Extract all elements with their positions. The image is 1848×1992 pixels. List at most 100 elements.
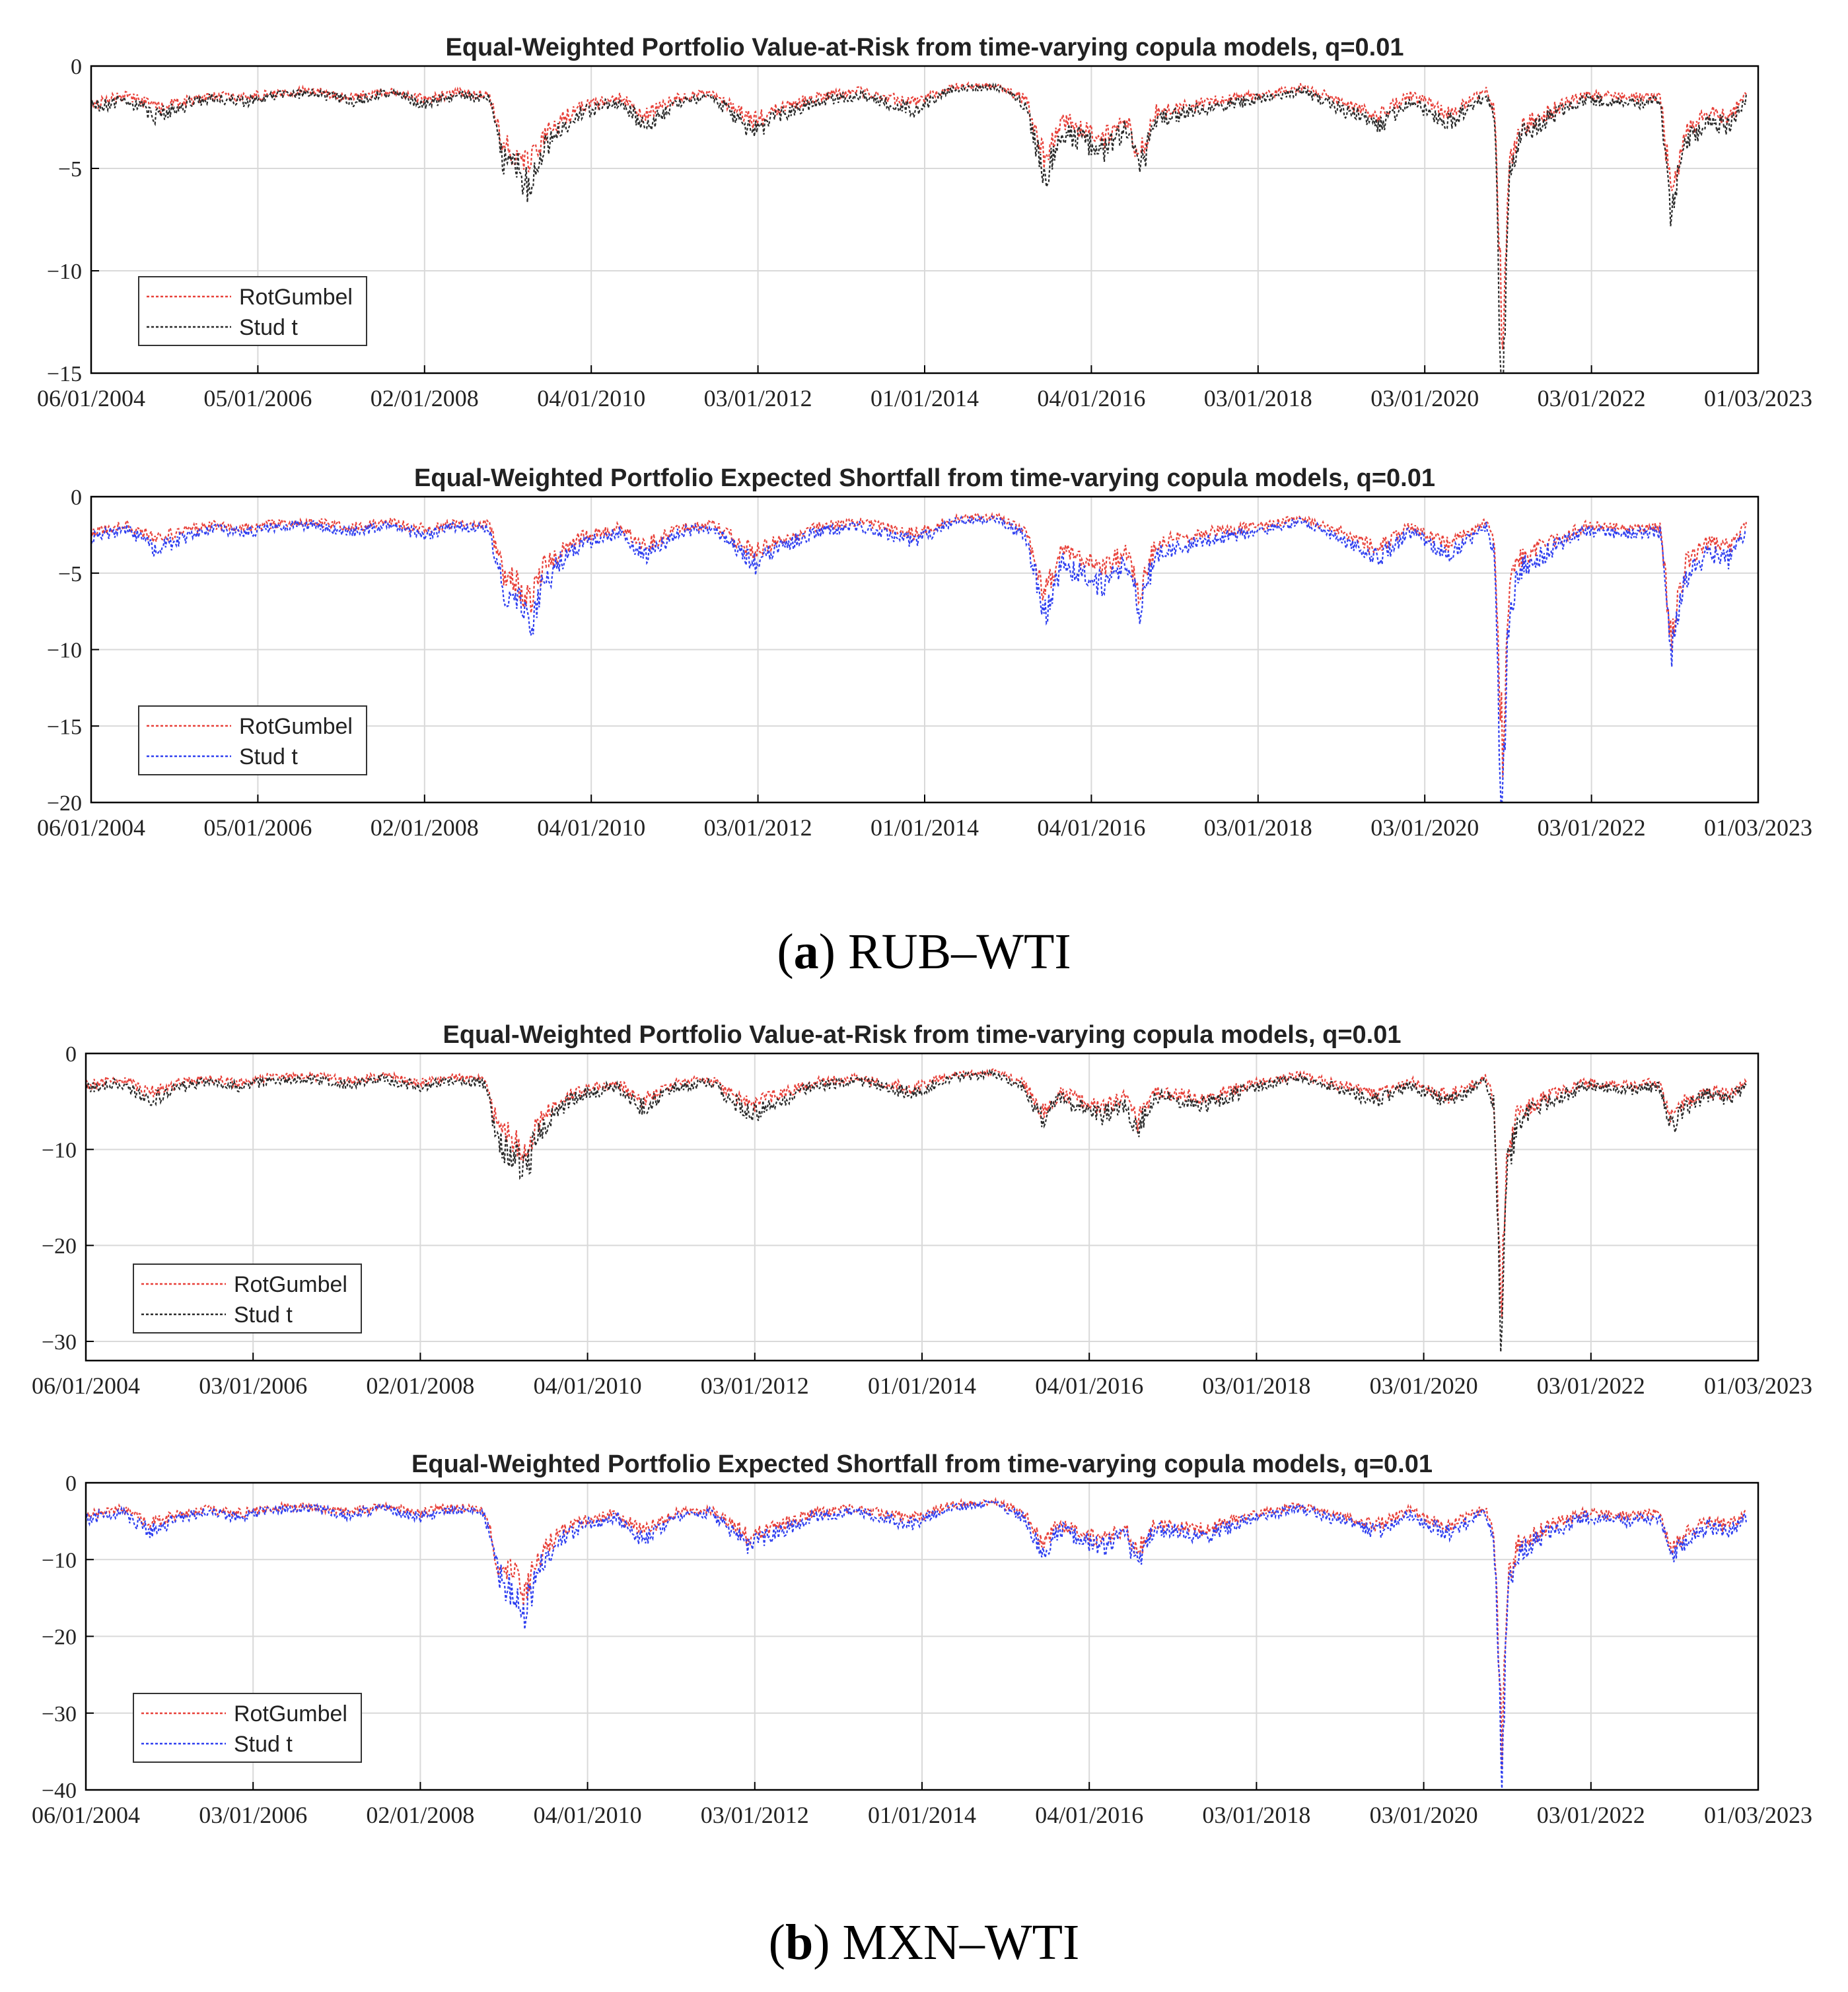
y-tick-label: 0 (71, 55, 82, 79)
x-tick-label: 03/01/2022 (1538, 814, 1646, 841)
y-tick-label: 0 (65, 1472, 77, 1496)
legend-box (133, 1263, 362, 1334)
x-tick-label: 01/01/2014 (871, 814, 979, 841)
chart-title: Equal-Weighted Portfolio Expected Shortf… (411, 1450, 1433, 1478)
axis-frame (85, 1481, 1759, 1791)
x-tick-label: 03/01/2020 (1370, 1802, 1478, 1828)
subplot-0: 06/01/2004 05/01/2006 02/01/2008 04/01/2010… (37, 34, 1812, 411)
y-tick-label: −15 (47, 362, 82, 386)
panel-caption-a: (a) RUB–WTI (777, 924, 1071, 979)
series-line-stud-t (86, 1500, 1747, 1790)
x-tick-label: 03/01/2022 (1537, 1802, 1645, 1828)
x-tick-label: 01/03/2023 (1704, 814, 1812, 841)
x-tick-label: 03/01/2006 (199, 1372, 307, 1399)
series-line-stud-t (86, 1069, 1747, 1352)
x-tick-label: 03/01/2012 (701, 1372, 809, 1399)
x-tick-label: 03/01/2018 (1204, 814, 1312, 841)
series-line-rotgumbel (91, 80, 1747, 350)
y-tick-label: −20 (47, 791, 82, 816)
x-tick-label: 04/01/2016 (1035, 1372, 1143, 1399)
x-tick-label: 04/01/2016 (1037, 385, 1145, 411)
chart-title: Equal-Weighted Portfolio Value-at-Risk f… (443, 1021, 1402, 1049)
x-tick-label: 04/01/2010 (537, 814, 645, 841)
x-tick-label: 03/01/2022 (1538, 385, 1646, 411)
y-tick-label: −5 (58, 157, 82, 182)
y-tick-label: −5 (58, 562, 82, 587)
series-line-stud-t (91, 515, 1747, 802)
panel-caption-text-a: RUB–WTI (847, 924, 1071, 979)
x-tick-label: 05/01/2006 (203, 814, 312, 841)
x-tick-label: 06/01/2004 (32, 1802, 140, 1828)
y-tick-label: −15 (47, 715, 82, 739)
subplot-1: 06/01/2004 05/01/2006 02/01/2008 04/01/2010… (37, 464, 1812, 841)
x-tick-label: 01/01/2014 (868, 1802, 976, 1828)
axis-frame (90, 65, 1759, 374)
y-tick-label: −10 (42, 1548, 77, 1573)
legend-label: Stud t (239, 744, 298, 769)
legend-box (133, 1693, 362, 1763)
y-tick-label: −10 (42, 1138, 77, 1162)
x-tick-label: 03/01/2020 (1370, 385, 1479, 411)
legend: RotGumbel Stud t (138, 705, 367, 775)
legend: RotGumbel Stud t (133, 1263, 362, 1334)
x-tick-label: 03/01/2018 (1204, 385, 1312, 411)
legend-label: RotGumbel (239, 285, 353, 310)
legend-label: Stud t (239, 315, 298, 340)
y-tick-label: −10 (47, 639, 82, 663)
x-tick-label: 03/01/2018 (1202, 1802, 1310, 1828)
y-tick-label: −20 (42, 1234, 77, 1259)
y-tick-label: −10 (47, 260, 82, 284)
x-tick-label: 02/01/2008 (366, 1372, 474, 1399)
x-tick-label: 06/01/2004 (37, 814, 145, 841)
panel-caption-text-b: MXN–WTI (842, 1915, 1080, 1970)
x-tick-label: 04/01/2016 (1037, 814, 1145, 841)
y-tick-label: 0 (71, 485, 82, 510)
legend: RotGumbel Stud t (133, 1693, 362, 1763)
x-tick-label: 01/01/2014 (868, 1372, 976, 1399)
x-tick-label: 04/01/2010 (534, 1802, 642, 1828)
x-tick-label: 01/01/2014 (871, 385, 979, 411)
x-tick-label: 03/01/2012 (704, 385, 812, 411)
y-tick-label: −20 (42, 1625, 77, 1650)
x-tick-label: 06/01/2004 (32, 1372, 140, 1399)
subplot-3: 06/01/2004 03/01/2006 02/01/2008 04/01/2010… (32, 1450, 1812, 1828)
x-tick-label: 03/01/2012 (701, 1802, 809, 1828)
legend-box (138, 276, 367, 346)
panel-label-a: a (793, 924, 819, 979)
legend: RotGumbel Stud t (138, 276, 367, 346)
x-tick-label: 05/01/2006 (203, 385, 312, 411)
legend-label: RotGumbel (234, 1272, 347, 1297)
chart-title: Equal-Weighted Portfolio Value-at-Risk f… (446, 34, 1404, 61)
x-tick-label: 02/01/2008 (371, 385, 479, 411)
x-tick-label: 06/01/2004 (37, 385, 145, 411)
x-tick-label: 03/01/2018 (1202, 1372, 1310, 1399)
subplot-2: 06/01/2004 03/01/2006 02/01/2008 04/01/2010… (32, 1021, 1812, 1399)
panel-caption-b: (b) MXN–WTI (768, 1915, 1080, 1970)
y-tick-label: 0 (65, 1042, 77, 1067)
x-tick-label: 02/01/2008 (371, 814, 479, 841)
x-tick-label: 03/01/2022 (1537, 1372, 1645, 1399)
legend-label: Stud t (234, 1732, 293, 1757)
legend-label: Stud t (234, 1302, 293, 1328)
x-tick-label: 01/03/2023 (1704, 385, 1812, 411)
x-tick-label: 04/01/2010 (537, 385, 645, 411)
x-tick-label: 03/01/2012 (704, 814, 812, 841)
x-tick-label: 04/01/2010 (534, 1372, 642, 1399)
x-tick-label: 03/01/2006 (199, 1802, 307, 1828)
x-tick-label: 01/03/2023 (1704, 1802, 1812, 1828)
legend-label: RotGumbel (239, 714, 353, 739)
axis-frame (90, 495, 1759, 804)
legend-box (138, 705, 367, 775)
legend-label: RotGumbel (234, 1701, 347, 1726)
chart-title: Equal-Weighted Portfolio Expected Shortf… (414, 464, 1435, 492)
y-tick-label: −40 (42, 1779, 77, 1803)
y-tick-label: −30 (42, 1330, 77, 1355)
series-line-rotgumbel (91, 512, 1748, 777)
x-tick-label: 03/01/2020 (1370, 814, 1479, 841)
x-tick-label: 02/01/2008 (366, 1802, 474, 1828)
x-tick-label: 04/01/2016 (1035, 1802, 1143, 1828)
series-line-stud-t (91, 82, 1748, 373)
panel-label-b: b (785, 1915, 814, 1970)
y-tick-label: −30 (42, 1702, 77, 1726)
